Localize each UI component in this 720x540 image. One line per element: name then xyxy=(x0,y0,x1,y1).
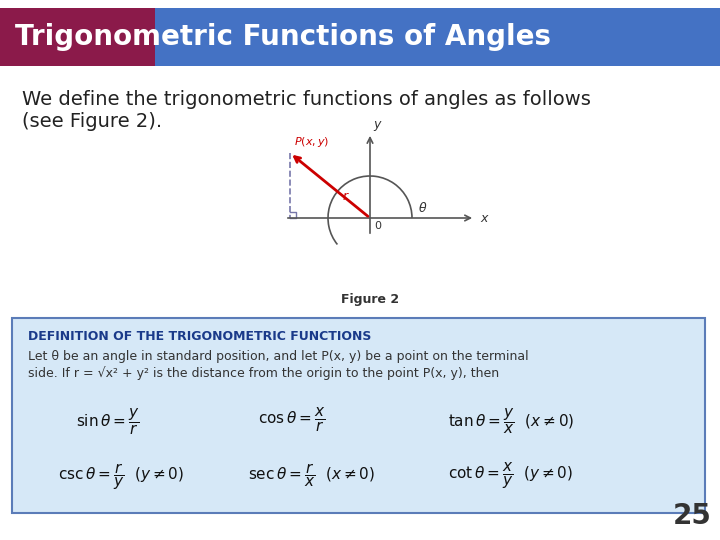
Text: $\tan\theta = \dfrac{y}{x}\ \ (x \neq 0)$: $\tan\theta = \dfrac{y}{x}\ \ (x \neq 0)… xyxy=(448,406,575,436)
Text: 25: 25 xyxy=(673,502,712,530)
Text: $\theta$: $\theta$ xyxy=(418,201,428,215)
Text: $\sec\theta = \dfrac{r}{x}\ \ (x \neq 0)$: $\sec\theta = \dfrac{r}{x}\ \ (x \neq 0)… xyxy=(248,461,375,489)
Text: $\sin\theta = \dfrac{y}{r}$: $\sin\theta = \dfrac{y}{r}$ xyxy=(76,406,140,437)
Text: (see Figure 2).: (see Figure 2). xyxy=(22,112,162,131)
Text: 0: 0 xyxy=(374,221,381,231)
Text: x: x xyxy=(480,212,487,225)
Text: DEFINITION OF THE TRIGONOMETRIC FUNCTIONS: DEFINITION OF THE TRIGONOMETRIC FUNCTION… xyxy=(28,330,372,343)
Bar xyxy=(12,318,705,513)
Text: y: y xyxy=(373,118,380,131)
Text: $\csc\theta = \dfrac{r}{y}\ \ (y \neq 0)$: $\csc\theta = \dfrac{r}{y}\ \ (y \neq 0)… xyxy=(58,461,184,492)
Bar xyxy=(0,8,155,66)
Text: Figure 2: Figure 2 xyxy=(341,293,399,306)
Text: $\cot\theta = \dfrac{x}{y}\ \ (y \neq 0)$: $\cot\theta = \dfrac{x}{y}\ \ (y \neq 0)… xyxy=(448,461,573,491)
Text: We define the trigonometric functions of angles as follows: We define the trigonometric functions of… xyxy=(22,90,591,109)
Text: Trigonometric Functions of Angles: Trigonometric Functions of Angles xyxy=(15,23,551,51)
Bar xyxy=(0,8,720,66)
Text: $\cos\theta = \dfrac{x}{r}$: $\cos\theta = \dfrac{x}{r}$ xyxy=(258,406,325,434)
Text: Let θ be an angle in standard position, and let P(x, y) be a point on the termin: Let θ be an angle in standard position, … xyxy=(28,350,528,363)
Text: $P(x, y)$: $P(x, y)$ xyxy=(294,135,329,149)
Text: side. If r = √x² + y² is the distance from the origin to the point P(x, y), then: side. If r = √x² + y² is the distance fr… xyxy=(28,366,499,380)
Text: $r$: $r$ xyxy=(342,190,350,202)
